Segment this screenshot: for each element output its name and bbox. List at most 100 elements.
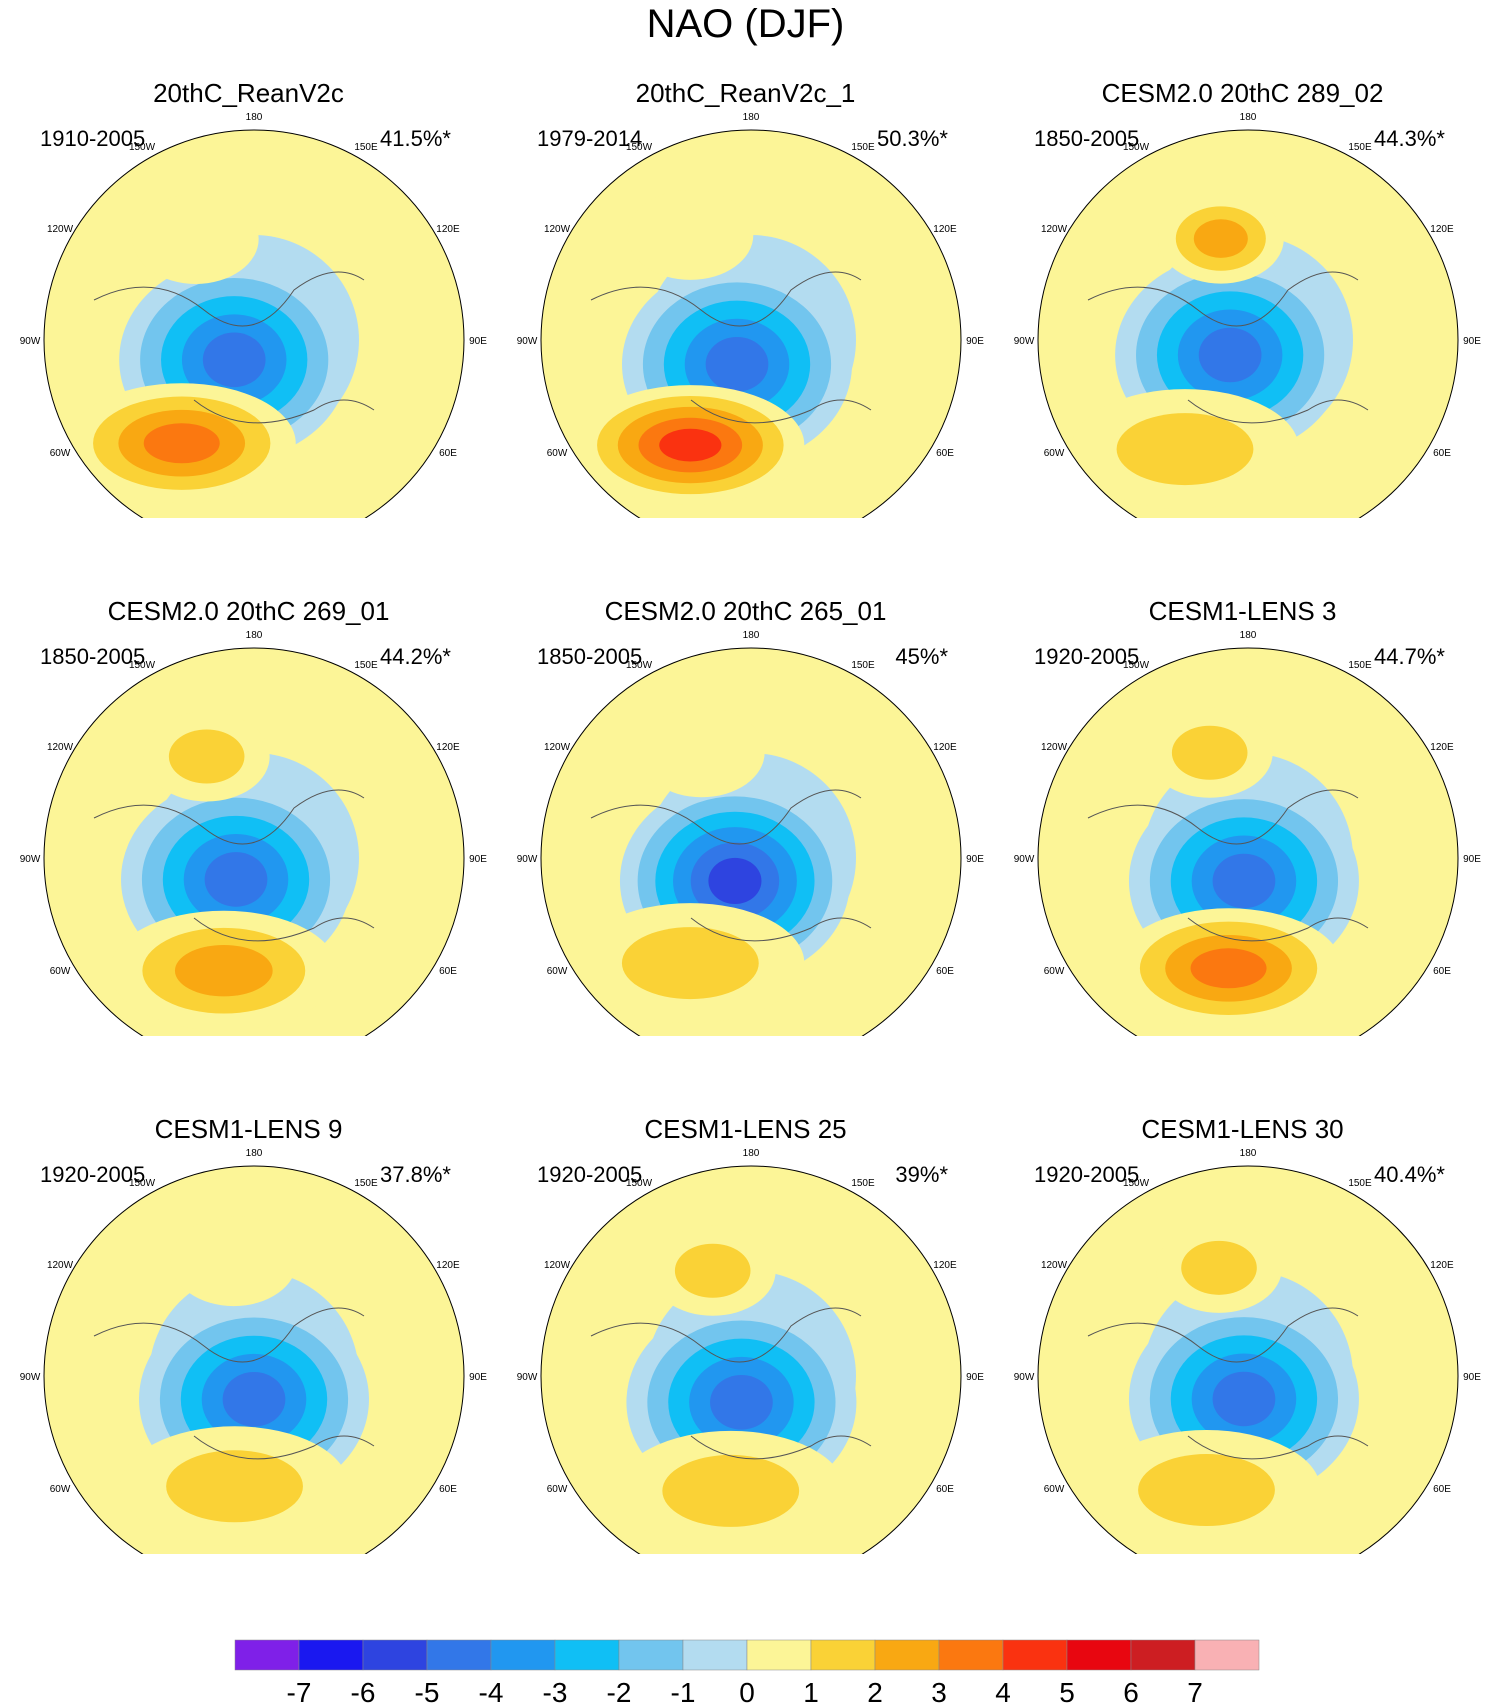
panel-variance: 41.5%* [380,126,451,151]
contour-level [708,857,762,905]
longitude-label: 60W [50,448,71,459]
panel-variance: 45%* [895,644,948,669]
map-panel: 180150E120E90E60E30E030W60W90W120W150WCE… [0,518,497,1036]
longitude-label: 150E [851,1178,875,1189]
longitude-label: 90W [517,336,538,347]
longitude-label: 150E [851,142,875,153]
contour-level [659,428,722,462]
contour-level [627,189,754,280]
colorbar-swatch [938,1639,1004,1671]
panel-period: 1920-2005 [40,1162,146,1187]
longitude-label: 120E [436,1260,460,1271]
colorbar-swatch [554,1639,620,1671]
contour-level [674,1243,751,1298]
longitude-label: 60E [936,966,954,977]
longitude-label: 60W [50,966,71,977]
panel-variance: 37.8%* [380,1162,451,1187]
colorbar-swatch [234,1639,300,1671]
longitude-label: 150E [354,1178,378,1189]
longitude-label: 120W [1041,1260,1068,1271]
longitude-label: 120W [47,224,74,235]
colorbar-swatch [298,1639,364,1671]
panel-period: 1850-2005 [40,644,146,669]
longitude-label: 60W [1044,966,1065,977]
colorbar-swatch [1194,1639,1260,1671]
colorbar-swatch [682,1639,748,1671]
panel-period: 1850-2005 [1034,126,1140,151]
map-panel: 180150E120E90E60E30E030W60W90W120W150W20… [0,0,497,518]
longitude-label: 60W [547,1484,568,1495]
longitude-label: 180 [743,630,760,641]
colorbar-tick-label: 2 [867,1677,883,1705]
longitude-label: 90W [20,854,41,865]
coastline [93,789,375,942]
longitude-label: 60W [1044,448,1065,459]
longitude-label: 150W [129,1178,156,1189]
chart-title: NAO (DJF) [646,2,845,46]
longitude-label: 150E [851,660,875,671]
longitude-label: 90W [1014,336,1035,347]
longitude-label: 120W [1041,224,1068,235]
map-panel: 180150E120E90E60E30E030W60W90W120W150WCE… [994,518,1491,1036]
map-panel: 180150E120E90E60E30E030W60W90W120W150WCE… [994,1036,1491,1554]
contour-level [168,729,245,784]
longitude-label: 120E [1430,1260,1454,1271]
longitude-label: 90W [1014,854,1035,865]
polar-map: 180150E120E90E60E30E030W60W90W120W150W [1014,1148,1481,1554]
longitude-label: 150W [129,142,156,153]
longitude-label: 60W [547,448,568,459]
longitude-label: 150E [1348,142,1372,153]
longitude-label: 60E [1433,966,1451,977]
contour-level [1181,1240,1257,1295]
contour-level [638,707,765,798]
longitude-label: 60W [1044,1484,1065,1495]
longitude-label: 60E [439,966,457,977]
contour-level [662,1454,800,1527]
contour-level [174,944,273,997]
longitude-label: 150W [1123,1178,1150,1189]
colorbar-tick-label: -5 [415,1677,440,1705]
longitude-label: 60W [50,1484,71,1495]
panel-period: 1979-2014 [537,126,643,151]
contour-level [1190,948,1267,989]
longitude-label: 90E [1463,854,1481,865]
longitude-label: 60E [936,448,954,459]
coastline [590,1307,872,1460]
panel-title: CESM1-LENS 9 [154,1114,343,1144]
longitude-label: 150E [354,660,378,671]
longitude-label: 150W [626,1178,653,1189]
longitude-label: 90E [966,854,984,865]
longitude-label: 150E [1348,1178,1372,1189]
contour-level [1116,413,1254,486]
colorbar-swatch [810,1639,876,1671]
panel-title: CESM2.0 20thC 269_01 [107,596,390,626]
colorbar-tick-label: -4 [479,1677,504,1705]
panel-variance: 44.2%* [380,644,451,669]
panel-variance: 50.3%* [877,126,948,151]
longitude-label: 120W [47,1260,74,1271]
map-border [43,647,465,1036]
longitude-label: 150W [626,142,653,153]
colorbar-swatch [1130,1639,1196,1671]
longitude-label: 120W [47,742,74,753]
longitude-label: 60E [1433,448,1451,459]
panel-period: 1920-2005 [1034,1162,1140,1187]
panel-period: 1910-2005 [40,126,146,151]
longitude-label: 120E [1430,224,1454,235]
panel-title: CESM1-LENS 3 [1148,596,1337,626]
map-border [43,1165,465,1554]
longitude-label: 120E [933,224,957,235]
longitude-label: 60E [439,1484,457,1495]
coastline [1087,1307,1369,1460]
colorbar-tick-label: 5 [1059,1677,1075,1705]
longitude-label: 150W [1123,142,1150,153]
longitude-label: 90E [469,854,487,865]
longitude-label: 120W [544,224,571,235]
longitude-label: 60W [547,966,568,977]
longitude-label: 180 [743,112,760,123]
panel-period: 1920-2005 [537,1162,643,1187]
contour-level [143,423,220,464]
map-border [540,129,962,518]
longitude-label: 90E [1463,1372,1481,1383]
map-panel: 180150E120E90E60E30E030W60W90W120W150W20… [497,0,994,518]
